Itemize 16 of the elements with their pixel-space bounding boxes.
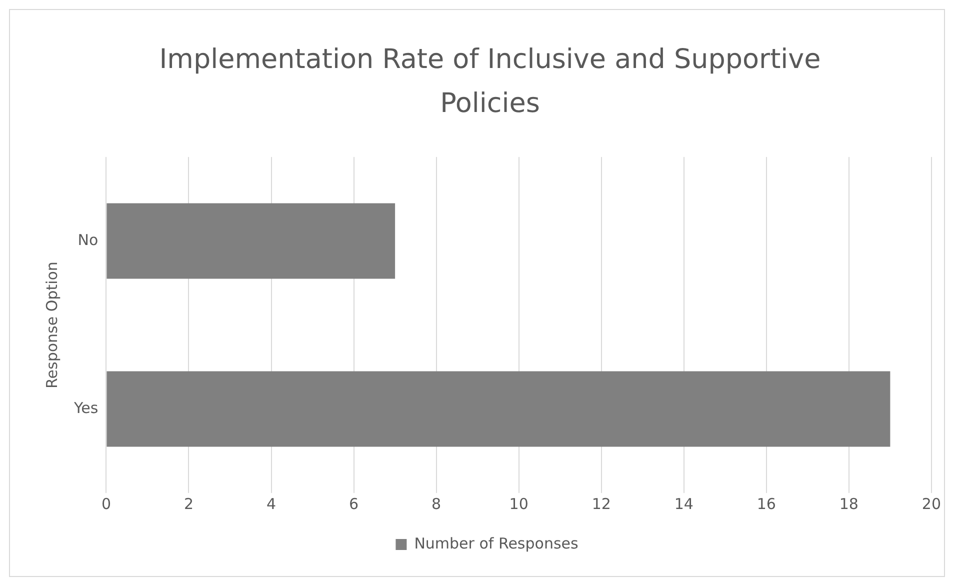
x-tick-label: 4 bbox=[266, 494, 276, 513]
x-tick-label: 14 bbox=[674, 494, 694, 513]
x-tick-label: 0 bbox=[101, 494, 111, 513]
x-tick-label: 12 bbox=[592, 494, 611, 513]
x-tick-label: 10 bbox=[509, 494, 528, 513]
y-tick-label: No bbox=[78, 230, 98, 249]
x-tick-label: 18 bbox=[839, 494, 858, 513]
chart-title: Implementation Rate of Inclusive and Supportive Policies bbox=[158, 43, 822, 121]
x-tick-label: 16 bbox=[756, 494, 776, 513]
y-tick-label: Yes bbox=[72, 398, 98, 417]
x-tick-label: 20 bbox=[922, 494, 942, 513]
legend-label: Number of Responses bbox=[414, 534, 578, 552]
x-tick-label: 6 bbox=[349, 494, 359, 513]
x-tick-label: 8 bbox=[432, 494, 442, 513]
x-tick-label: 2 bbox=[184, 494, 194, 513]
y-axis-title: Response Option bbox=[42, 262, 61, 388]
